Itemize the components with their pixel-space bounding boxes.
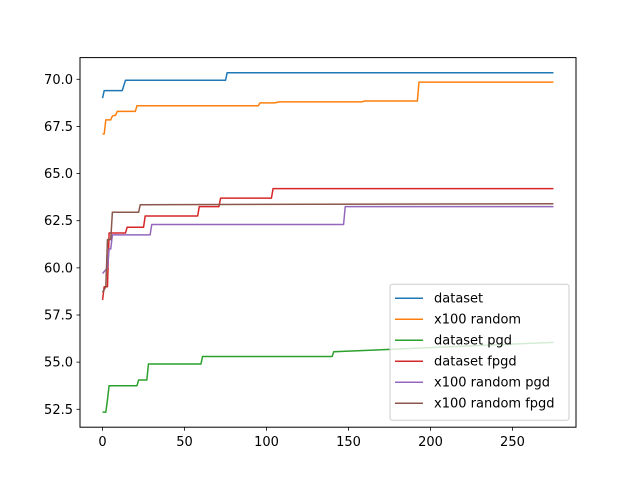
axes-frame: [79, 57, 577, 428]
y-tick-label: 57.5: [44, 309, 73, 324]
legend-label: dataset: [434, 292, 483, 307]
series-line-6: [101, 202, 554, 293]
plot-lines: [101, 71, 554, 413]
y-tick-label: 67.5: [44, 120, 73, 135]
series-line-4: [101, 187, 554, 301]
x-tick-label: 150: [336, 435, 361, 450]
y-tick-label: 52.5: [44, 403, 73, 418]
y-tick-label: 55.0: [44, 356, 73, 371]
legend-label: x100 random pgd: [434, 376, 550, 391]
x-tick-label: 100: [254, 435, 279, 450]
legend-label: x100 random: [434, 313, 521, 328]
legend: dataset x100 random dataset pgd dataset fpg…: [389, 283, 570, 421]
y-axis-ticks: 52.5 55.0 57.5 60.0 62.5 65.0 67.5 70.0: [44, 73, 80, 418]
x-tick-label: 200: [418, 435, 443, 450]
y-tick-label: 65.0: [44, 167, 73, 182]
y-tick-label: 60.0: [44, 261, 73, 276]
legend-label: dataset pgd: [434, 334, 512, 349]
series-line-3: [102, 341, 554, 413]
series-line-1: [101, 71, 554, 99]
series-line-2: [102, 81, 554, 135]
x-axis-ticks: 0 50 100 150 200 250: [98, 427, 525, 450]
legend-label: x100 random fpgd: [434, 397, 555, 412]
series-line-5: [101, 205, 554, 275]
y-tick-label: 70.0: [44, 73, 73, 88]
y-tick-label: 62.5: [44, 214, 73, 229]
x-tick-label: 0: [98, 435, 106, 450]
x-tick-label: 50: [176, 435, 193, 450]
x-tick-label: 250: [500, 435, 525, 450]
legend-box: [389, 283, 570, 421]
legend-label: dataset fpgd: [434, 355, 517, 370]
